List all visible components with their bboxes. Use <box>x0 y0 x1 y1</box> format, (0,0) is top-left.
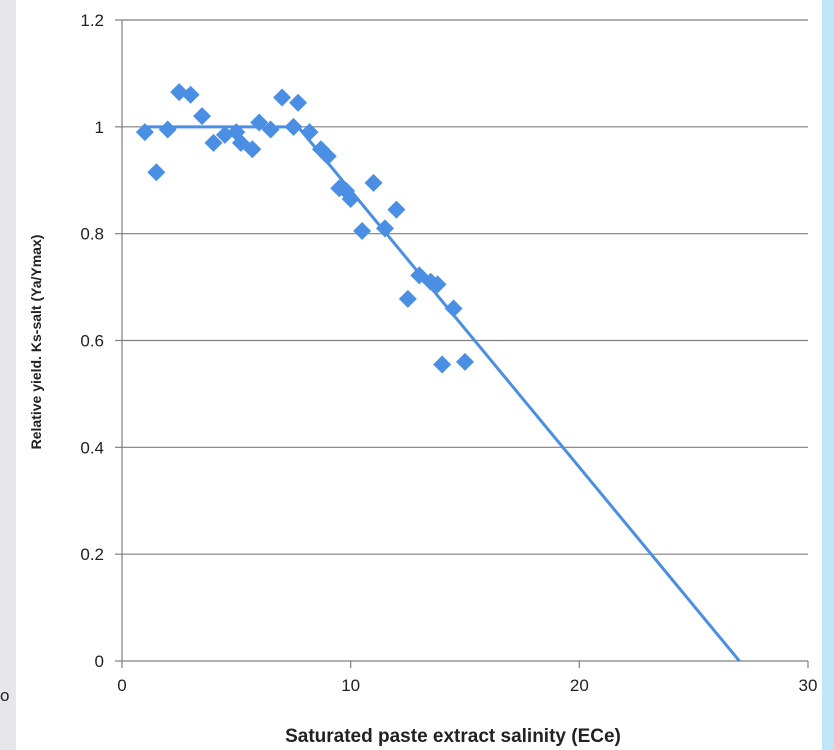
y-tick-label: 0 <box>95 652 104 671</box>
x-tick-label: 30 <box>799 676 818 695</box>
y-tick-label: 0.4 <box>80 438 104 457</box>
data-point <box>147 163 166 182</box>
data-point <box>300 123 319 142</box>
data-point <box>456 352 474 371</box>
data-point <box>135 123 154 142</box>
data-point <box>364 173 383 192</box>
data-point <box>158 120 177 139</box>
data-point <box>193 107 212 126</box>
data-point <box>387 200 406 219</box>
y-tick-label: 0.8 <box>80 225 104 244</box>
data-point <box>398 289 417 308</box>
figure-panel <box>16 0 822 750</box>
data-point <box>289 93 308 112</box>
data-point <box>181 85 200 104</box>
data-point <box>273 88 292 107</box>
fit-line <box>144 125 741 662</box>
data-point <box>261 120 280 139</box>
data-point <box>250 113 269 132</box>
x-tick-label: 10 <box>341 676 360 695</box>
data-point <box>204 133 223 152</box>
y-axis-title: Relative yield. Ks-salt (Ya/Ymax) <box>28 235 44 450</box>
x-axis-title: Saturated paste extract salinity (ECe) <box>285 726 621 747</box>
data-point <box>444 299 463 318</box>
data-point <box>284 117 303 136</box>
y-tick-label: 1.2 <box>80 11 104 30</box>
y-tick-label: 0.6 <box>80 332 104 351</box>
y-tick-label: 1 <box>95 118 104 137</box>
data-point <box>375 219 394 238</box>
page-edge-strip <box>822 0 834 750</box>
data-point <box>341 189 360 208</box>
data-point <box>433 355 452 374</box>
stray-mark: o <box>0 686 9 705</box>
y-tick-label: 0.2 <box>80 545 104 564</box>
data-point <box>318 147 337 166</box>
data-point <box>243 140 262 159</box>
data-point <box>353 221 372 240</box>
x-tick-label: 20 <box>570 676 589 695</box>
x-tick-label: 0 <box>117 676 126 695</box>
data-point <box>428 275 447 294</box>
